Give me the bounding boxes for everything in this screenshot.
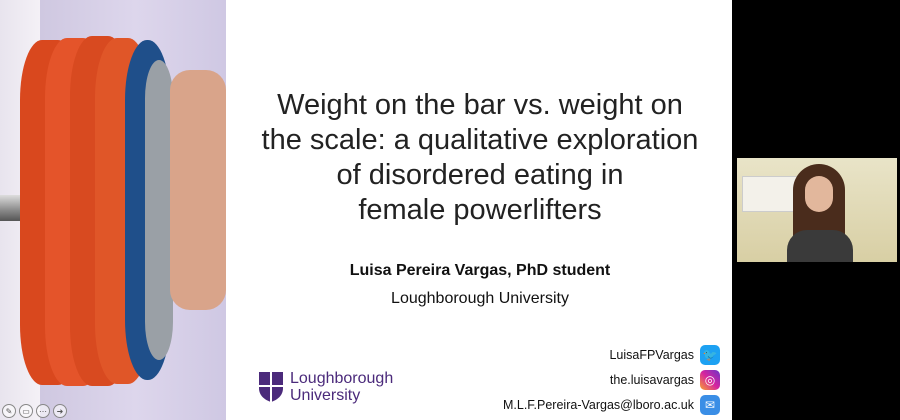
title-line: Weight on the bar vs. weight on	[277, 89, 683, 121]
logo-line1: Loughborough	[290, 370, 394, 387]
next-arrow-icon[interactable]: ➜	[53, 404, 67, 418]
presentation-slide: Weight on the bar vs. weight on the scal…	[0, 0, 732, 420]
title-line: of disordered eating in	[336, 159, 624, 191]
pen-icon[interactable]: ✎	[2, 404, 16, 418]
title-line: female powerlifters	[358, 194, 602, 226]
mail-icon: ✉	[700, 395, 720, 415]
instagram-handle: the.luisavargas	[609, 373, 694, 387]
twitter-contact: LuisaFPVargas 🐦	[609, 345, 720, 365]
author-name: Luisa Pereira Vargas, PhD student	[349, 262, 611, 279]
twitter-icon: 🐦	[700, 345, 720, 365]
title-line: the scale: a qualitative exploration	[261, 124, 699, 156]
logo-line2: University	[290, 387, 361, 404]
slide-title: Weight on the bar vs. weight on the scal…	[240, 88, 720, 228]
slides-icon[interactable]: ▭	[19, 404, 33, 418]
slideshow-controls: ✎ ▭ ⋯ ➜	[2, 404, 67, 418]
university-logo: Loughborough University	[258, 370, 393, 404]
more-icon[interactable]: ⋯	[36, 404, 50, 418]
twitter-handle: LuisaFPVargas	[609, 348, 694, 362]
shield-icon	[259, 372, 283, 402]
email-address: M.L.F.Pereira-Vargas@lboro.ac.uk	[502, 398, 694, 412]
university-name: Loughborough University	[391, 290, 569, 307]
webcam-video	[737, 158, 897, 262]
instagram-icon: ◎	[700, 370, 720, 390]
instagram-contact: the.luisavargas ◎	[610, 370, 720, 390]
email-contact: M.L.F.Pereira-Vargas@lboro.ac.uk ✉	[503, 395, 720, 415]
barbell-photo	[0, 0, 226, 420]
